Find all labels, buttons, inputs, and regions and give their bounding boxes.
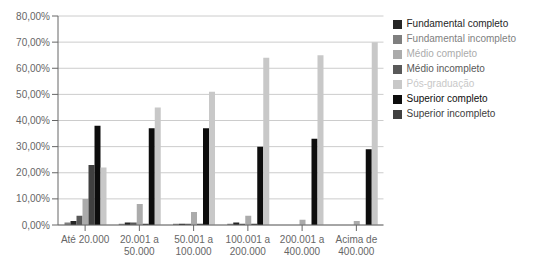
- svg-text:20,00%: 20,00%: [16, 167, 50, 178]
- svg-text:50.001 a100.000: 50.001 a100.000: [174, 234, 213, 257]
- svg-text:Até 20.000: Até 20.000: [61, 234, 110, 245]
- svg-text:80,00%: 80,00%: [16, 11, 50, 22]
- svg-text:Acima de400.000: Acima de400.000: [336, 234, 378, 257]
- html-text:Superior incompleto: Superior incompleto: [406, 108, 496, 119]
- svg-text:10,00%: 10,00%: [16, 193, 50, 204]
- html-text:Fundamental completo: Fundamental completo: [406, 18, 509, 29]
- html-text:Pós-graduação: Pós-graduação: [406, 78, 475, 89]
- svg-text:200.001 a400.000: 200.001 a400.000: [280, 234, 325, 257]
- html-text:Médio completo: Médio completo: [406, 48, 478, 59]
- html-text:Superior completo: Superior completo: [406, 93, 488, 104]
- svg-text:50,00%: 50,00%: [16, 89, 50, 100]
- svg-text:100.001 a200.000: 100.001 a200.000: [226, 234, 271, 257]
- svg-text:40,00%: 40,00%: [16, 115, 50, 126]
- svg-text:30,00%: 30,00%: [16, 141, 50, 152]
- svg-text:20.001 a50.000: 20.001 a50.000: [120, 234, 159, 257]
- svg-text:70,00%: 70,00%: [16, 37, 50, 48]
- svg-text:0,00%: 0,00%: [22, 220, 50, 231]
- html-text:Fundamental incompleto: Fundamental incompleto: [406, 33, 516, 44]
- html-text:Médio incompleto: Médio incompleto: [406, 63, 485, 74]
- svg-text:60,00%: 60,00%: [16, 63, 50, 74]
